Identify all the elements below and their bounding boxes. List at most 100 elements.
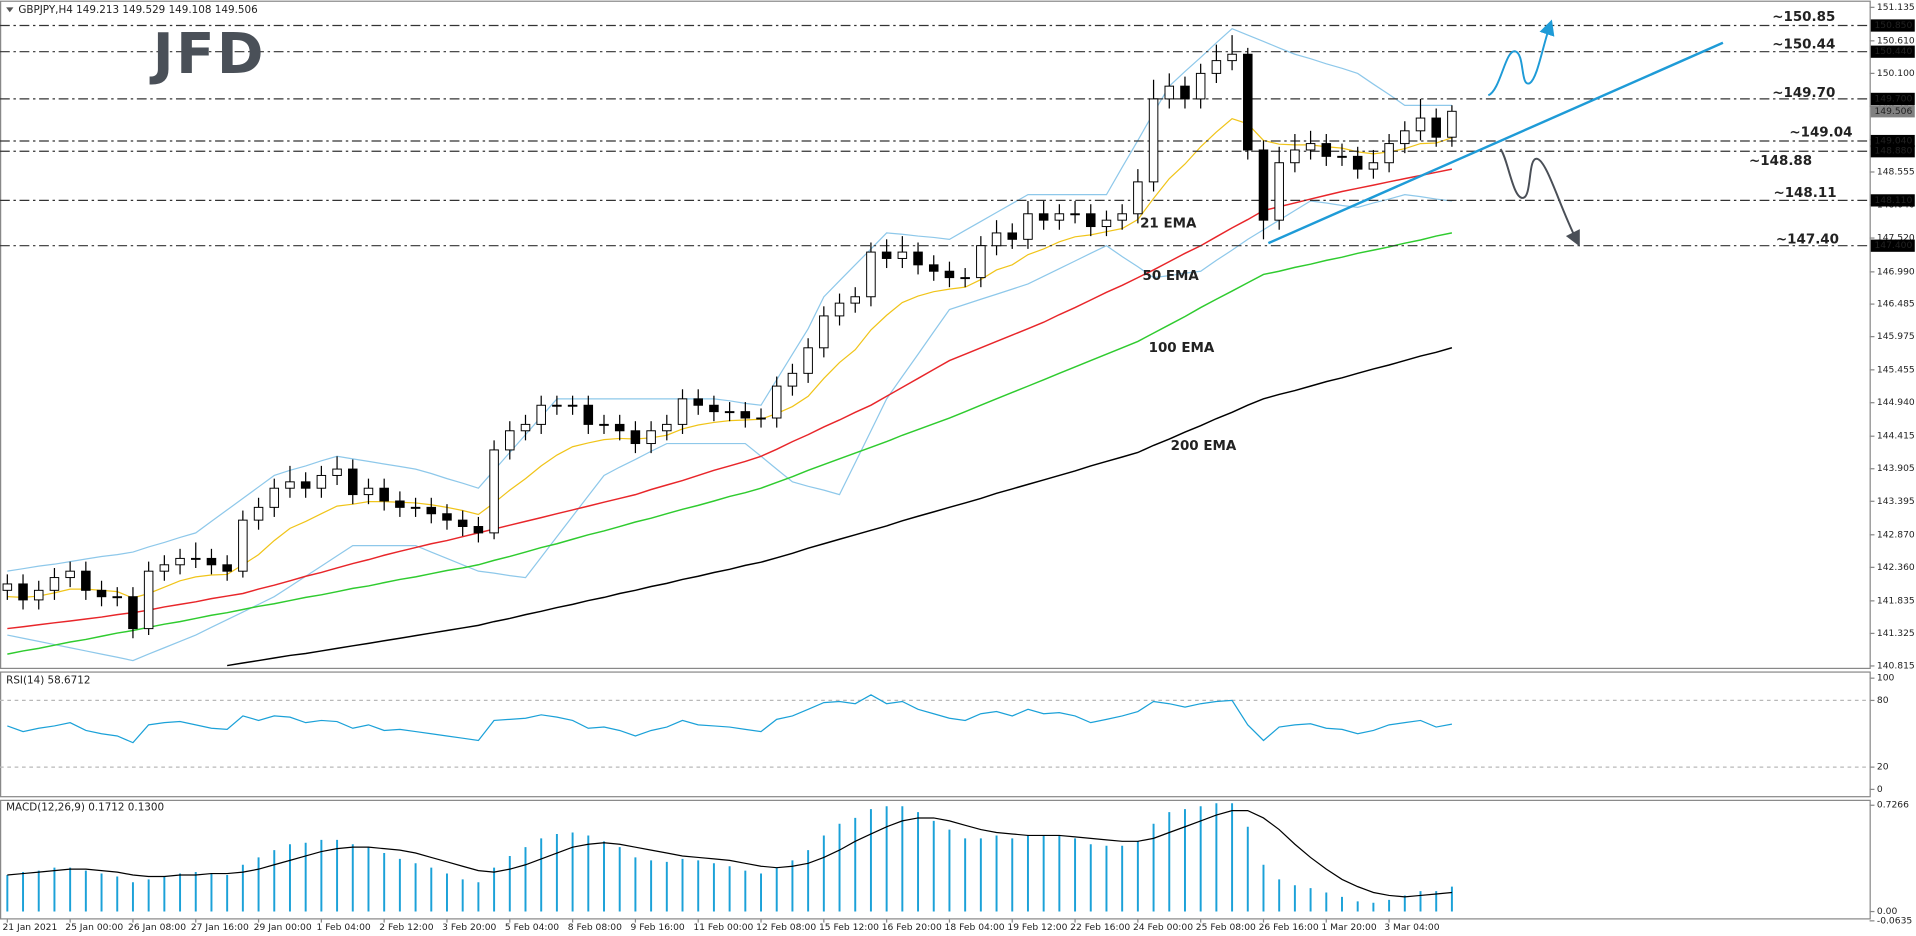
series-label: 200 EMA — [1171, 439, 1237, 454]
series-label: 21 EMA — [1140, 217, 1197, 232]
price-plot — [0, 24, 1870, 667]
macd-panel-frame — [0, 799, 1871, 920]
candle-body — [348, 468, 358, 496]
candle-body — [1054, 213, 1065, 221]
x-tick-label: 11 Feb 00:00 — [693, 922, 753, 933]
y-tick-label: 143.395 — [1877, 496, 1915, 507]
chart-title: GBPJPY,H4 149.213 149.529 149.108 149.50… — [18, 4, 257, 16]
level-tag — [1870, 134, 1915, 148]
candle-body — [190, 557, 201, 560]
level-label: ~149.70 — [1772, 86, 1835, 101]
y-tick-label: 146.485 — [1877, 299, 1915, 310]
candle-body — [1195, 72, 1206, 100]
y-tick-label: 144.940 — [1877, 397, 1915, 408]
bollinger-band — [7, 28, 1452, 572]
candle-body — [379, 487, 389, 502]
y-tick-label: 142.360 — [1877, 562, 1915, 573]
x-tick-label: 3 Mar 04:00 — [1384, 922, 1439, 933]
candle-body — [1023, 213, 1033, 240]
x-tick-label: 26 Jan 08:00 — [128, 922, 186, 933]
level-tag — [1870, 92, 1915, 106]
y-tick-label: 151.135 — [1877, 2, 1915, 13]
x-tick-label: 1 Feb 04:00 — [316, 922, 370, 933]
y-tick-label: 141.325 — [1877, 628, 1915, 639]
candle-body — [928, 264, 939, 272]
y-tick-label: 146.990 — [1877, 266, 1915, 277]
candle-body — [1352, 155, 1363, 170]
level-tag — [1870, 145, 1915, 158]
candle-body — [1290, 149, 1300, 164]
candle-body — [49, 577, 60, 591]
bollinger-band — [7, 194, 1452, 662]
x-tick-label: 19 Feb 12:00 — [1007, 922, 1067, 933]
candle-body — [1180, 85, 1190, 100]
ema-line — [7, 232, 1453, 655]
level-tag — [1870, 19, 1915, 32]
x-tick-label: 9 Feb 16:00 — [631, 922, 685, 933]
candle-body — [1337, 155, 1347, 158]
candle-body — [1148, 98, 1159, 183]
candle-body — [599, 423, 609, 426]
candle-body — [552, 404, 562, 407]
candle-body — [505, 430, 515, 451]
candle-body — [583, 404, 594, 425]
candle-body — [112, 596, 123, 599]
x-tick-label: 3 Feb 20:00 — [442, 922, 496, 933]
candle-body — [1007, 232, 1018, 240]
level-label: ~148.11 — [1773, 186, 1836, 201]
candle-body — [410, 506, 421, 509]
rsi-title: RSI(14) 58.6712 — [6, 675, 90, 687]
candle-body — [1101, 219, 1112, 228]
candle-body — [1368, 162, 1379, 170]
y-tick-label: 0.00 — [1877, 906, 1898, 917]
ema-line — [7, 168, 1453, 630]
candle-body — [819, 315, 829, 349]
bullish-scenario-arrow — [1487, 19, 1555, 97]
candle-body — [1164, 85, 1175, 100]
candle-body — [1274, 162, 1284, 221]
candle-body — [787, 372, 798, 387]
candle-body — [1384, 143, 1394, 164]
y-tick-label: 0.7266 — [1877, 800, 1909, 811]
candle-body — [65, 570, 75, 579]
candle-body — [662, 423, 672, 432]
y-tick-label: 80 — [1877, 695, 1889, 706]
candle-body — [866, 251, 876, 298]
level-tag-label: 148.880 — [1874, 146, 1912, 157]
candle-body — [724, 411, 735, 414]
candle-body — [1321, 143, 1332, 157]
level-label: ~148.88 — [1749, 154, 1812, 169]
candle-body — [1243, 53, 1253, 151]
y-tick-label: -0.0635 — [1877, 915, 1913, 926]
x-tick-label: 22 Feb 16:00 — [1070, 922, 1130, 933]
level-tag-label: 148.110 — [1874, 195, 1912, 206]
level-tag — [1870, 45, 1915, 58]
level-label: ~147.40 — [1776, 233, 1839, 248]
y-tick-label: 147.520 — [1877, 233, 1915, 244]
y-tick-label: 20 — [1877, 762, 1889, 773]
candle-body — [238, 519, 248, 572]
candle-body — [756, 417, 766, 420]
candle-body — [677, 398, 688, 425]
level-tag-label: 150.850 — [1874, 20, 1912, 31]
logo: JFD — [149, 22, 266, 87]
candle-body — [1431, 117, 1441, 138]
level-label: ~149.04 — [1789, 125, 1852, 140]
candle-body — [740, 411, 751, 419]
y-tick-label: 145.455 — [1877, 364, 1915, 375]
candle-body — [1447, 110, 1457, 138]
x-tick-label: 12 Feb 08:00 — [756, 922, 816, 933]
candle-body — [913, 251, 923, 266]
candle-body — [143, 570, 154, 630]
level-tag-label: 149.700 — [1874, 93, 1912, 104]
candle-body — [944, 270, 955, 279]
y-tick-label: 148.555 — [1877, 166, 1915, 177]
x-tick-label: 29 Jan 00:00 — [254, 922, 312, 933]
y-tick-label: 0 — [1877, 784, 1883, 795]
candle-body — [630, 430, 641, 445]
candle-body — [1305, 143, 1316, 151]
level-tag — [1870, 239, 1915, 252]
y-tick-label: 144.415 — [1877, 431, 1915, 442]
y-tick-label: 100 — [1877, 673, 1895, 684]
